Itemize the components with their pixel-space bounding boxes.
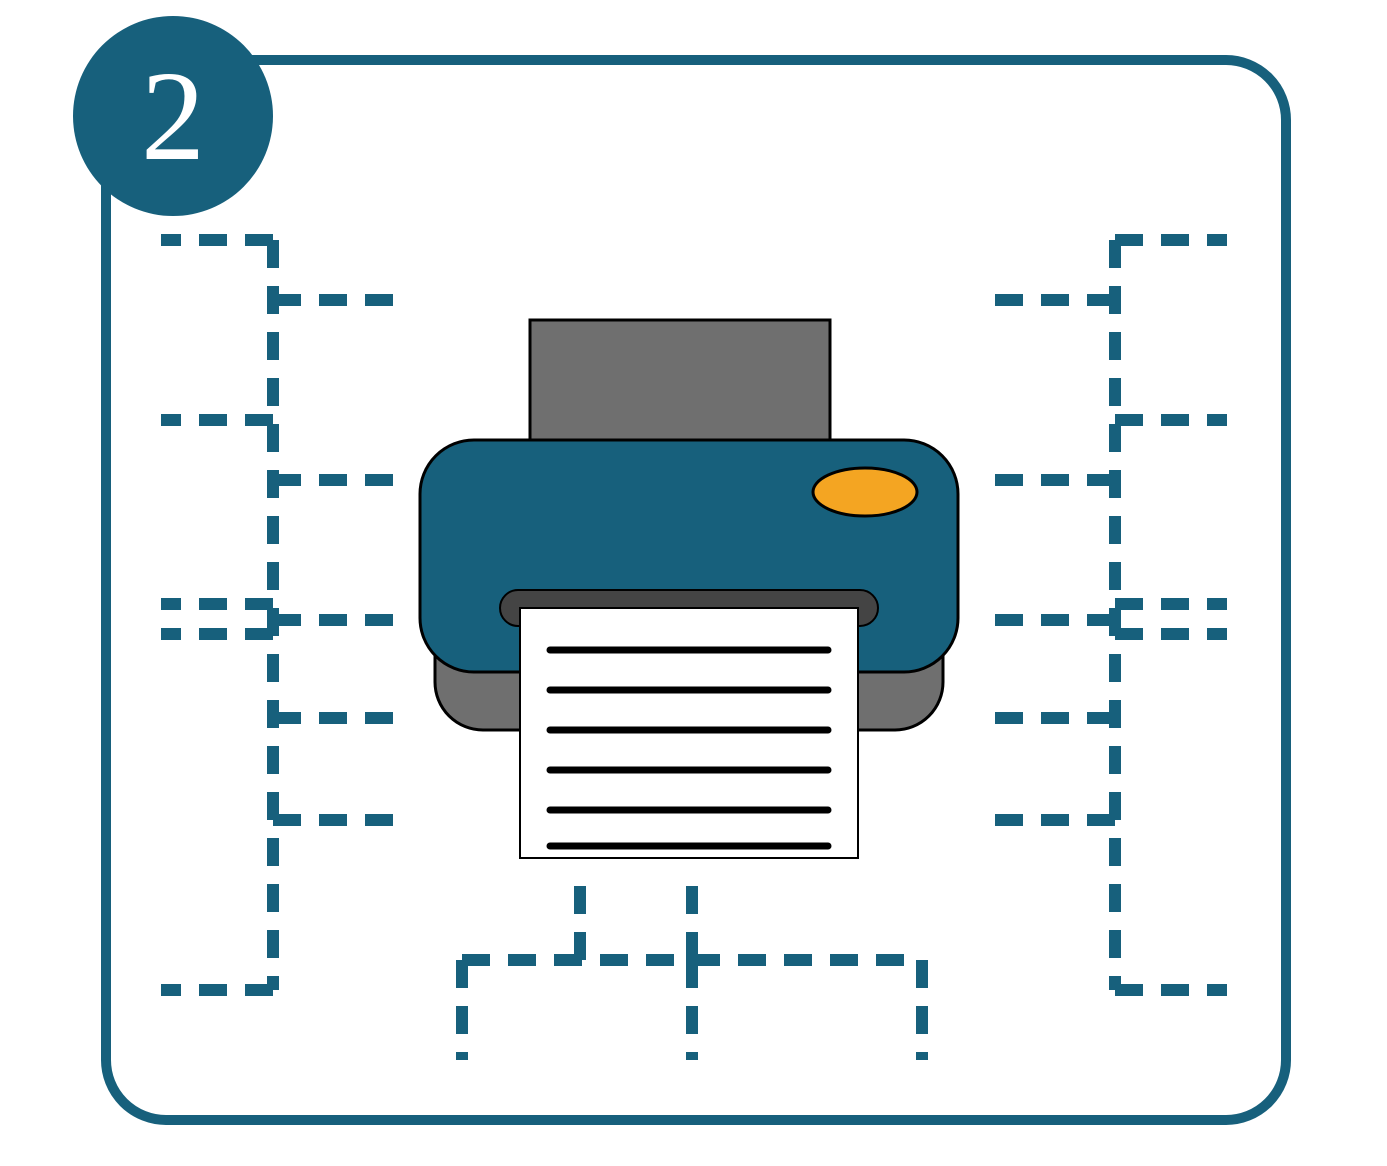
diagram-stage: 2	[0, 0, 1387, 1166]
printer-button	[813, 468, 917, 516]
diagram-svg: 2	[0, 0, 1387, 1166]
step-badge-label: 2	[141, 45, 205, 187]
